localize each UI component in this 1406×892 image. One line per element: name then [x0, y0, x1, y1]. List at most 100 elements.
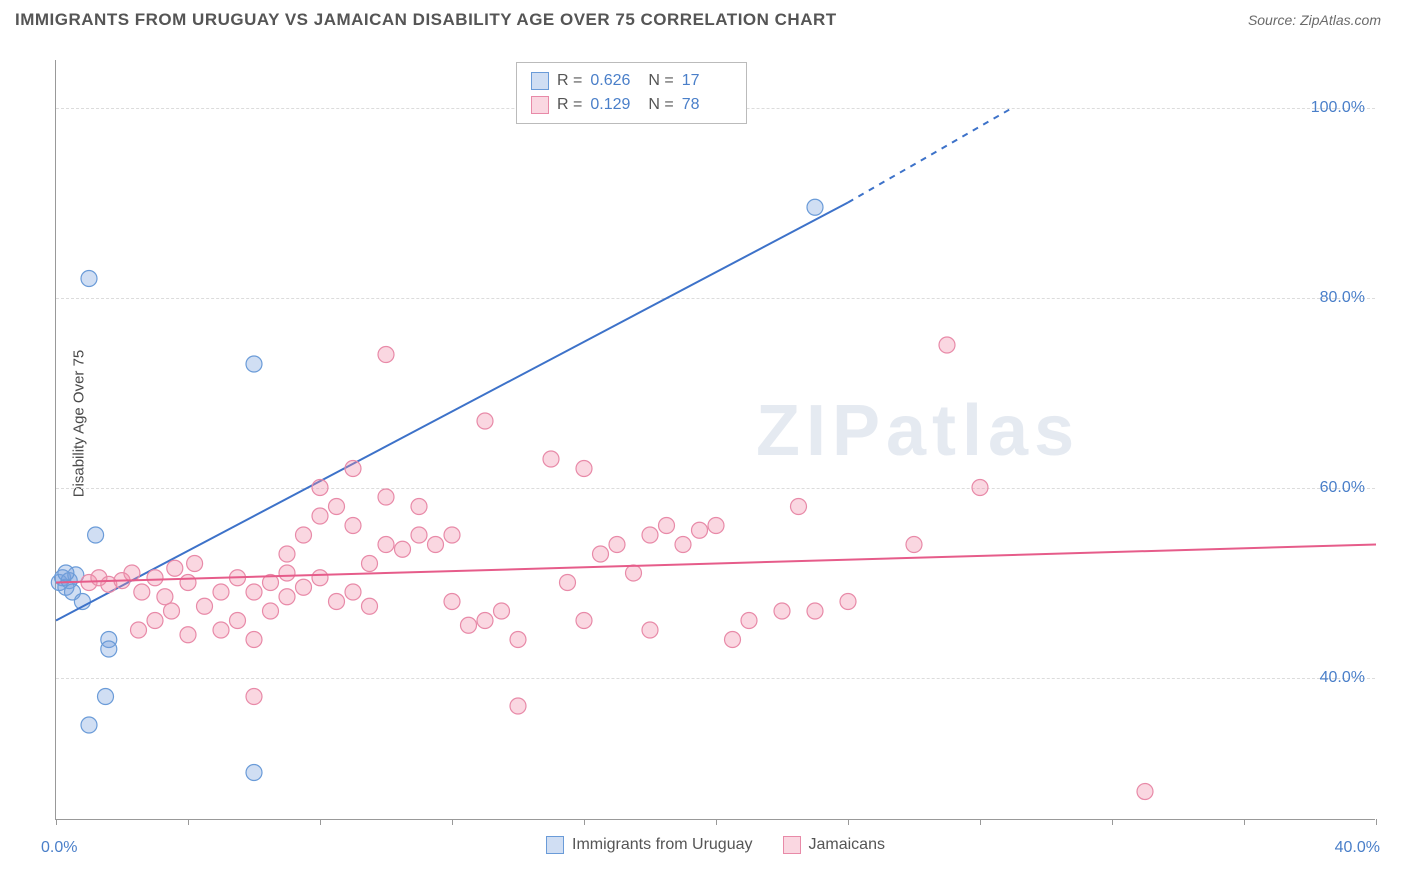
- correlation-legend: R = 0.626 N = 17 R = 0.129 N = 78: [516, 62, 747, 124]
- plot-area: 40.0%60.0%80.0%100.0%0.0%40.0%ZIPatlasR …: [55, 60, 1375, 820]
- legend-n-value: 78: [682, 96, 732, 114]
- data-point: [692, 522, 708, 538]
- data-point: [279, 565, 295, 581]
- data-point: [88, 527, 104, 543]
- data-point: [279, 546, 295, 562]
- data-point: [312, 480, 328, 496]
- data-point: [329, 499, 345, 515]
- legend-row: R = 0.626 N = 17: [531, 69, 732, 93]
- data-point: [725, 632, 741, 648]
- data-point: [807, 199, 823, 215]
- data-point: [164, 603, 180, 619]
- data-point: [642, 527, 658, 543]
- data-point: [329, 594, 345, 610]
- data-point: [477, 413, 493, 429]
- legend-row: R = 0.129 N = 78: [531, 93, 732, 117]
- data-point: [494, 603, 510, 619]
- data-point: [134, 584, 150, 600]
- data-point: [213, 584, 229, 600]
- legend-swatch: [531, 96, 549, 114]
- data-point: [180, 627, 196, 643]
- data-point: [510, 632, 526, 648]
- data-point: [147, 613, 163, 629]
- data-point: [101, 641, 117, 657]
- legend-item: Immigrants from Uruguay: [546, 836, 753, 854]
- data-point: [362, 556, 378, 572]
- data-point: [807, 603, 823, 619]
- data-point: [246, 356, 262, 372]
- data-point: [395, 541, 411, 557]
- data-point: [98, 689, 114, 705]
- legend-r-value: 0.626: [590, 72, 640, 90]
- legend-n-label: N =: [648, 96, 673, 114]
- data-point: [411, 527, 427, 543]
- data-point: [477, 613, 493, 629]
- data-point: [246, 765, 262, 781]
- chart-container: Disability Age Over 75 40.0%60.0%80.0%10…: [15, 45, 1391, 875]
- data-point: [124, 565, 140, 581]
- data-point: [131, 622, 147, 638]
- data-point: [246, 689, 262, 705]
- data-point: [444, 594, 460, 610]
- legend-series-name: Immigrants from Uruguay: [572, 836, 753, 854]
- data-point: [741, 613, 757, 629]
- data-point: [593, 546, 609, 562]
- data-point: [312, 508, 328, 524]
- data-point: [312, 570, 328, 586]
- legend-swatch: [531, 72, 549, 90]
- data-point: [81, 717, 97, 733]
- data-point: [461, 617, 477, 633]
- data-point: [345, 584, 361, 600]
- data-point: [939, 337, 955, 353]
- data-point: [246, 584, 262, 600]
- data-point: [378, 537, 394, 553]
- data-point: [659, 518, 675, 534]
- data-point: [576, 461, 592, 477]
- data-point: [972, 480, 988, 496]
- data-point: [428, 537, 444, 553]
- legend-series-name: Jamaicans: [809, 836, 885, 854]
- regression-line: [56, 203, 848, 621]
- data-point: [708, 518, 724, 534]
- data-point: [543, 451, 559, 467]
- legend-swatch: [546, 836, 564, 854]
- data-point: [230, 613, 246, 629]
- data-point: [510, 698, 526, 714]
- data-point: [187, 556, 203, 572]
- data-point: [197, 598, 213, 614]
- legend-n-label: N =: [648, 72, 673, 90]
- legend-r-label: R =: [557, 96, 582, 114]
- data-point: [642, 622, 658, 638]
- regression-line: [56, 545, 1376, 583]
- data-point: [411, 499, 427, 515]
- data-point: [246, 632, 262, 648]
- data-point: [147, 570, 163, 586]
- source-attribution: Source: ZipAtlas.com: [1248, 12, 1381, 28]
- x-tick: [1376, 819, 1377, 825]
- data-point: [774, 603, 790, 619]
- chart-title: IMMIGRANTS FROM URUGUAY VS JAMAICAN DISA…: [15, 10, 837, 30]
- data-point: [157, 589, 173, 605]
- data-point: [279, 589, 295, 605]
- legend-n-value: 17: [682, 72, 732, 90]
- data-point: [345, 518, 361, 534]
- data-point: [560, 575, 576, 591]
- data-point: [58, 565, 74, 581]
- data-point: [378, 489, 394, 505]
- x-tick-label: 40.0%: [1335, 839, 1380, 857]
- data-point: [840, 594, 856, 610]
- data-point: [626, 565, 642, 581]
- data-point: [213, 622, 229, 638]
- regression-line-extrapolated: [848, 108, 1013, 203]
- data-point: [576, 613, 592, 629]
- data-point: [378, 347, 394, 363]
- data-point: [345, 461, 361, 477]
- legend-item: Jamaicans: [783, 836, 885, 854]
- legend-r-label: R =: [557, 72, 582, 90]
- legend-r-value: 0.129: [590, 96, 640, 114]
- data-point: [180, 575, 196, 591]
- scatter-svg: [56, 60, 1376, 820]
- data-point: [263, 603, 279, 619]
- data-point: [167, 560, 183, 576]
- x-tick-label: 0.0%: [41, 839, 77, 857]
